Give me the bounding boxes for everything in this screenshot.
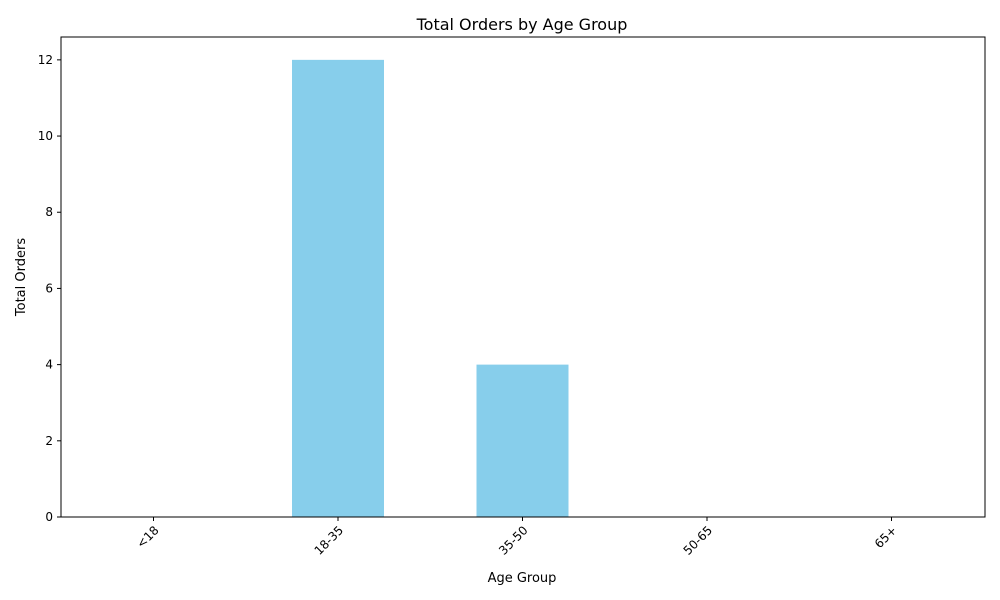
bar-2 bbox=[476, 364, 569, 517]
plot-frame bbox=[60, 36, 986, 518]
x-axis-label: Age Group bbox=[488, 571, 557, 586]
y-tick-label-2: 4 bbox=[45, 358, 53, 372]
bar-1 bbox=[292, 59, 384, 517]
x-tick-label-2: 35-50 bbox=[496, 523, 531, 558]
y-tick-label-4: 8 bbox=[45, 205, 53, 219]
x-axis-ticks: <18 18-35 35-50 50-65 65+ bbox=[134, 517, 900, 558]
x-tick-label-3: 50-65 bbox=[681, 523, 716, 558]
y-tick-label-5: 10 bbox=[38, 129, 53, 143]
y-tick-label-1: 2 bbox=[45, 434, 53, 448]
x-tick-label-0: <18 bbox=[134, 523, 162, 551]
bars-group bbox=[292, 59, 569, 517]
y-tick-label-3: 6 bbox=[45, 281, 53, 295]
y-tick-label-6: 12 bbox=[38, 53, 53, 67]
chart-title: Total Orders by Age Group bbox=[416, 15, 628, 34]
x-tick-label-4: 65+ bbox=[872, 523, 900, 551]
y-axis-ticks: 0 2 4 6 8 10 12 bbox=[38, 53, 61, 524]
y-tick-label-0: 0 bbox=[45, 510, 53, 524]
x-tick-label-1: 18-35 bbox=[312, 523, 347, 558]
y-axis-label: Total Orders bbox=[14, 238, 29, 317]
